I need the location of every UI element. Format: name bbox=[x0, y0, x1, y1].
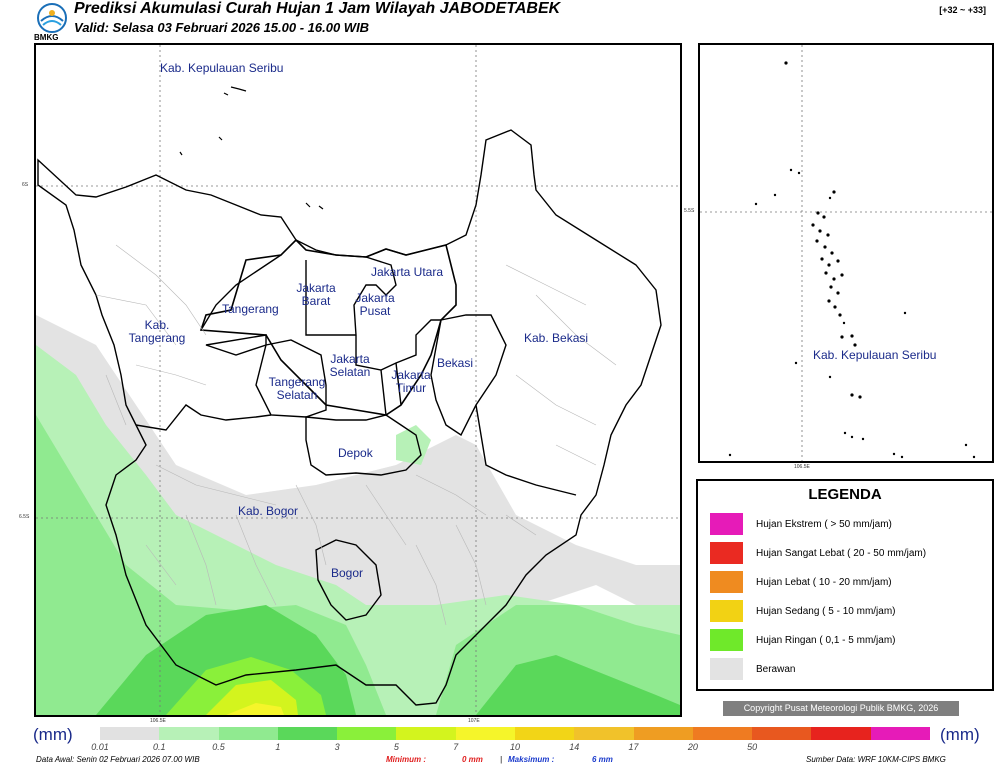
legend-swatch bbox=[710, 600, 743, 622]
minimum-value: 0 mm bbox=[462, 755, 483, 764]
scale-tick-label: 0.01 bbox=[91, 742, 109, 752]
map-label-depok: Depok bbox=[338, 446, 373, 460]
map-label-jakarta-pusat: Jakarta Pusat bbox=[355, 291, 395, 318]
legend-label: Hujan Lebat ( 10 - 20 mm/jam) bbox=[756, 576, 892, 588]
graticule bbox=[36, 45, 680, 715]
inset-label-kab-kepulauan-seribu: Kab. Kepulauan Seribu bbox=[813, 348, 937, 362]
scale-tick-label: 14 bbox=[569, 742, 580, 752]
legend-label: Berawan bbox=[756, 663, 796, 675]
color-scale-bar bbox=[100, 727, 930, 740]
max-label-wrap: Maksimum : bbox=[508, 755, 554, 764]
lat-tick-6s-outer: 6S bbox=[22, 182, 29, 188]
scale-tick-label: 17 bbox=[628, 742, 639, 752]
maximum-label: Maksimum : bbox=[508, 755, 555, 764]
legend-label: Hujan Sangat Lebat ( 20 - 50 mm/jam) bbox=[756, 547, 927, 559]
scale-segment bbox=[514, 727, 575, 740]
inset-map: Kab. Kepulauan Seribu bbox=[698, 43, 994, 463]
district-lines bbox=[95, 244, 617, 626]
map-label-kab-kepulauan-seribu: Kab. Kepulauan Seribu bbox=[160, 61, 284, 75]
scale-segment bbox=[574, 727, 634, 740]
legend-item-sedang: Hujan Sedang ( 5 - 10 mm/jam) bbox=[710, 600, 896, 622]
legend-swatch bbox=[710, 513, 743, 535]
scale-tick-label: 50 bbox=[747, 742, 758, 752]
unit-right: (mm) bbox=[940, 725, 980, 744]
scale-tick-label: 5 bbox=[393, 742, 399, 752]
scale-tick-label: 1 bbox=[275, 742, 281, 752]
map-label-bekasi: Bekasi bbox=[437, 356, 474, 370]
map-label-bogor: Bogor bbox=[331, 566, 364, 580]
legend-swatch bbox=[710, 658, 743, 680]
maximum-value: 6 mm bbox=[592, 755, 613, 764]
unit-left: (mm) bbox=[33, 725, 73, 744]
main-map-canvas bbox=[36, 45, 680, 715]
scale-segment bbox=[811, 727, 871, 740]
scale-segment bbox=[100, 727, 160, 740]
scale-segment bbox=[396, 727, 456, 740]
legend-label: Hujan Ekstrem ( > 50 mm/jam) bbox=[756, 518, 892, 530]
scale-segment bbox=[633, 727, 693, 740]
data-source: Sumber Data: WRF 10KM-CIPS BMKG bbox=[806, 755, 946, 764]
scale-segment bbox=[218, 727, 278, 740]
page-title: Prediksi Akumulasi Curah Hujan 1 Jam Wil… bbox=[74, 0, 561, 17]
lat-tick-6-5s-outer: 6.5S bbox=[19, 514, 30, 520]
scale-tick-label: 7 bbox=[453, 742, 459, 752]
map-label-tangerang-selatan: Tangerang Selatan bbox=[268, 375, 326, 402]
logo-text: BMKG bbox=[34, 33, 59, 42]
scale-segment bbox=[692, 727, 753, 740]
map-label-kab-tangerang: Kab. Tangerang bbox=[128, 318, 186, 345]
scale-tick-label: 10 bbox=[509, 742, 521, 752]
scale-tick-label: 0.1 bbox=[153, 742, 166, 752]
rain-shading bbox=[36, 315, 680, 715]
legend-item-lebat: Hujan Lebat ( 10 - 20 mm/jam) bbox=[710, 571, 892, 593]
legend-swatch bbox=[710, 629, 743, 651]
minimum-label: Minimum : bbox=[386, 755, 426, 764]
data-awal: Data Awal: Senin 02 Februari 2026 07.00 … bbox=[36, 755, 200, 764]
copyright-badge: Copyright Pusat Meteorologi Publik BMKG,… bbox=[723, 701, 959, 716]
region-boundaries bbox=[37, 86, 662, 706]
scale-segment bbox=[455, 727, 515, 740]
legend-item-sangat-lebat: Hujan Sangat Lebat ( 20 - 50 mm/jam) bbox=[710, 542, 926, 564]
forecast-hour-code: [+32 ~ +33] bbox=[939, 5, 986, 15]
lon-tick-106-5e: 106.5E bbox=[150, 718, 166, 724]
lon-tick-107e: 107E bbox=[468, 718, 480, 724]
legend-label: Hujan Ringan ( 0,1 - 5 mm/jam) bbox=[756, 634, 896, 646]
map-label-jakarta-barat: Jakarta Barat bbox=[296, 281, 336, 308]
legend-label: Hujan Sedang ( 5 - 10 mm/jam) bbox=[756, 605, 896, 617]
map-label-jakarta-selatan: Jakarta Selatan bbox=[329, 352, 371, 379]
min-value-wrap: 0 mm bbox=[462, 755, 483, 764]
scale-segment bbox=[337, 727, 397, 740]
separator: | bbox=[500, 755, 503, 764]
scale-segment bbox=[870, 727, 930, 740]
map-label-jakarta-utara: Jakarta Utara bbox=[371, 265, 444, 279]
scale-segment bbox=[752, 727, 812, 740]
inset-map-canvas bbox=[700, 45, 992, 461]
inset-lon-tick: 106.5E bbox=[794, 464, 810, 470]
scale-segment bbox=[277, 727, 338, 740]
legend-item-ekstrem: Hujan Ekstrem ( > 50 mm/jam) bbox=[710, 513, 892, 535]
main-map: Kab. Kepulauan Seribu Jakarta Utara Jaka… bbox=[34, 43, 682, 717]
legend-swatch bbox=[710, 542, 743, 564]
legend-item-berawan: Berawan bbox=[710, 658, 795, 680]
legend-box: LEGENDA Hujan Ekstrem ( > 50 mm/jam) Huj… bbox=[696, 479, 994, 691]
map-label-kab-bogor: Kab. Bogor bbox=[238, 504, 299, 518]
bmkg-logo-icon bbox=[37, 3, 67, 33]
map-label-tangerang: Tangerang bbox=[222, 302, 279, 316]
validity-subtitle: Valid: Selasa 03 Februari 2026 15.00 - 1… bbox=[74, 20, 370, 35]
map-label-jakarta-timur: Jakarta Timur bbox=[391, 368, 431, 395]
legend-item-ringan: Hujan Ringan ( 0,1 - 5 mm/jam) bbox=[710, 629, 896, 651]
legend-title: LEGENDA bbox=[808, 486, 882, 503]
max-value-wrap: 6 mm bbox=[592, 755, 613, 764]
scale-segment bbox=[159, 727, 219, 740]
inset-lat-tick: 5.5S bbox=[684, 208, 695, 214]
legend-swatch bbox=[710, 571, 743, 593]
scale-tick-label: 20 bbox=[687, 742, 698, 752]
scale-tick-label: 0.5 bbox=[212, 742, 225, 752]
scale-tick-label: 3 bbox=[334, 742, 340, 752]
map-label-kab-bekasi: Kab. Bekasi bbox=[524, 331, 589, 345]
min-label: Minimum : bbox=[386, 755, 426, 764]
